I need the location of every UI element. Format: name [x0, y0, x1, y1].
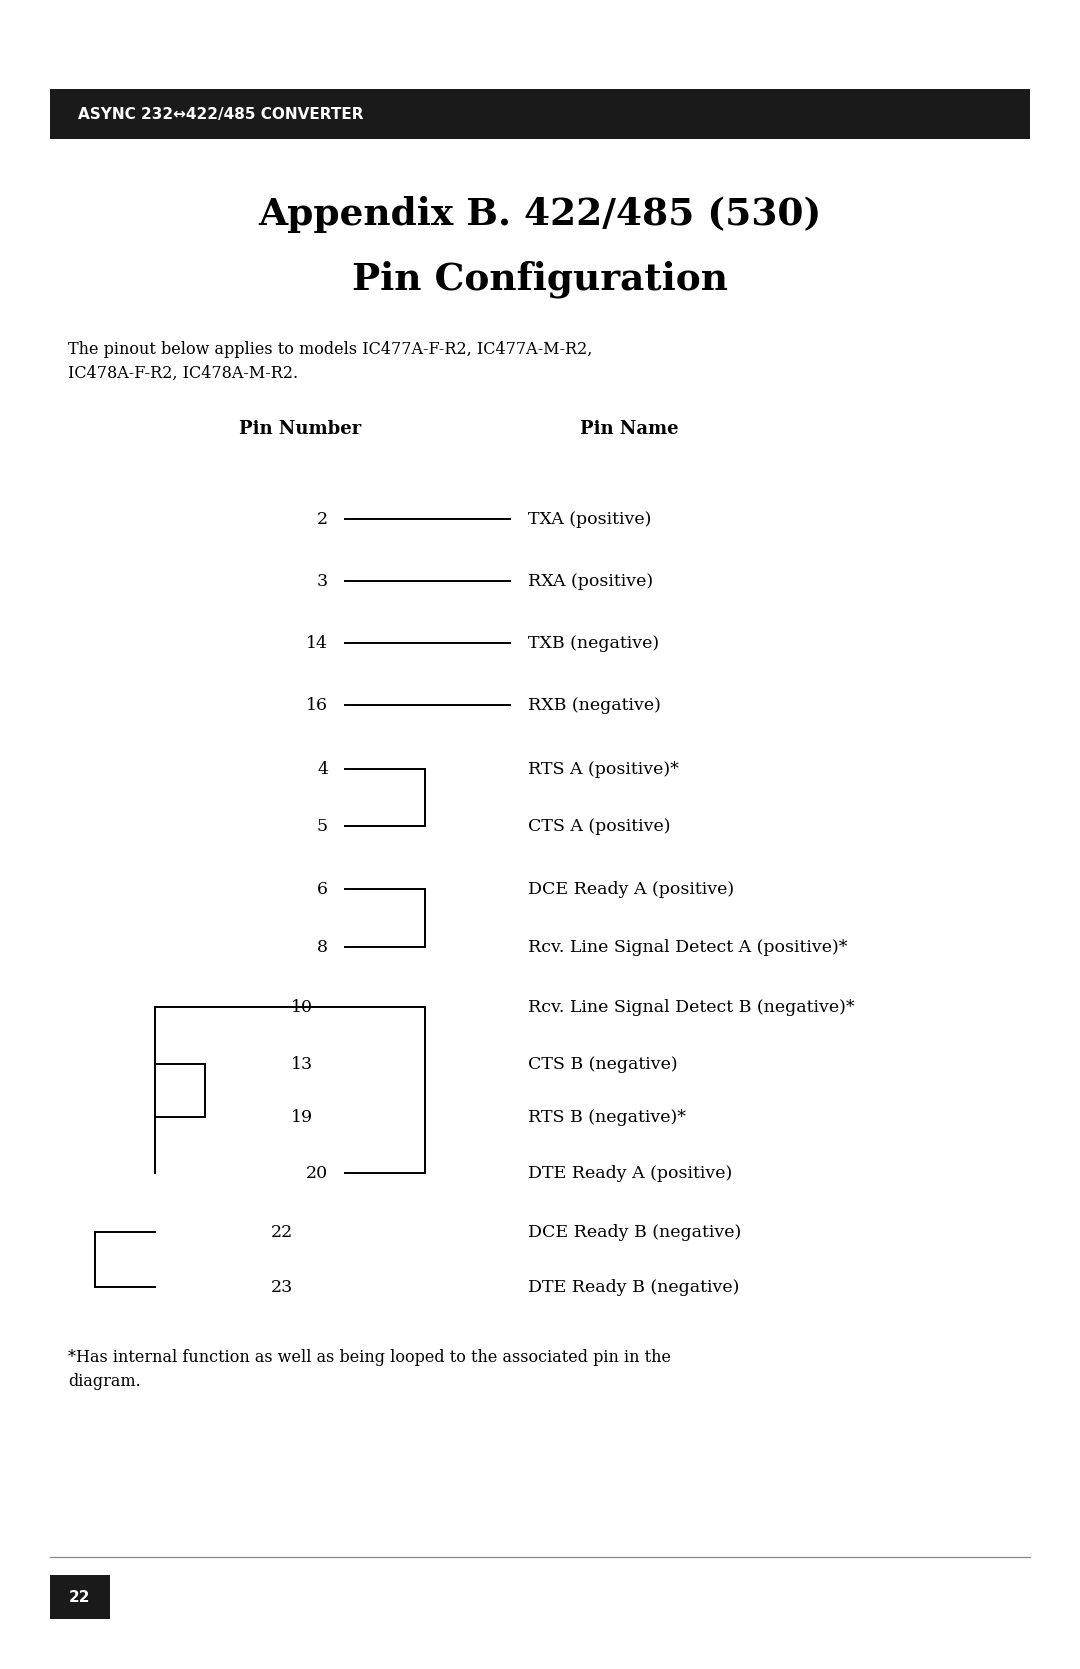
- Text: 13: 13: [291, 1055, 313, 1073]
- Bar: [50, 1576, 110, 1619]
- Text: Appendix B. 422/485 (530): Appendix B. 422/485 (530): [258, 195, 822, 232]
- Text: CTS A (positive): CTS A (positive): [528, 818, 671, 834]
- Text: RXB (negative): RXB (negative): [528, 696, 661, 714]
- Text: 6: 6: [318, 881, 328, 898]
- Text: RTS A (positive)*: RTS A (positive)*: [528, 761, 679, 778]
- Text: ASYNC 232↔422/485 CONVERTER: ASYNC 232↔422/485 CONVERTER: [78, 107, 364, 122]
- Text: Pin Number: Pin Number: [239, 421, 361, 437]
- Text: TXA (positive): TXA (positive): [528, 511, 651, 527]
- Text: CTS B (negative): CTS B (negative): [528, 1055, 677, 1073]
- Text: 22: 22: [271, 1223, 293, 1240]
- Text: DTE Ready A (positive): DTE Ready A (positive): [528, 1165, 732, 1182]
- Text: RTS B (negative)*: RTS B (negative)*: [528, 1108, 686, 1125]
- Text: TXB (negative): TXB (negative): [528, 634, 659, 651]
- Text: 23: 23: [271, 1278, 293, 1295]
- Text: 22: 22: [69, 1589, 91, 1604]
- Text: DCE Ready A (positive): DCE Ready A (positive): [528, 881, 734, 898]
- Text: RXA (positive): RXA (positive): [528, 572, 653, 589]
- Text: *Has internal function as well as being looped to the associated pin in the
diag: *Has internal function as well as being …: [68, 1349, 671, 1390]
- Text: 10: 10: [291, 998, 313, 1015]
- Text: 5: 5: [316, 818, 328, 834]
- Text: 19: 19: [291, 1108, 313, 1125]
- Text: 8: 8: [318, 938, 328, 955]
- Text: Pin Configuration: Pin Configuration: [352, 260, 728, 297]
- Text: Pin Name: Pin Name: [580, 421, 678, 437]
- Text: 20: 20: [306, 1165, 328, 1182]
- Text: 14: 14: [306, 634, 328, 651]
- Text: 3: 3: [316, 572, 328, 589]
- Text: DTE Ready B (negative): DTE Ready B (negative): [528, 1278, 740, 1295]
- Text: Rcv. Line Signal Detect A (positive)*: Rcv. Line Signal Detect A (positive)*: [528, 938, 848, 955]
- Text: 16: 16: [306, 696, 328, 714]
- Text: 2: 2: [316, 511, 328, 527]
- Text: DCE Ready B (negative): DCE Ready B (negative): [528, 1223, 741, 1240]
- Text: The pinout below applies to models IC477A-F-R2, IC477A-M-R2,
IC478A-F-R2, IC478A: The pinout below applies to models IC477…: [68, 340, 592, 382]
- Text: 4: 4: [318, 761, 328, 778]
- Bar: [50, 88, 1030, 139]
- Text: Rcv. Line Signal Detect B (negative)*: Rcv. Line Signal Detect B (negative)*: [528, 998, 854, 1015]
